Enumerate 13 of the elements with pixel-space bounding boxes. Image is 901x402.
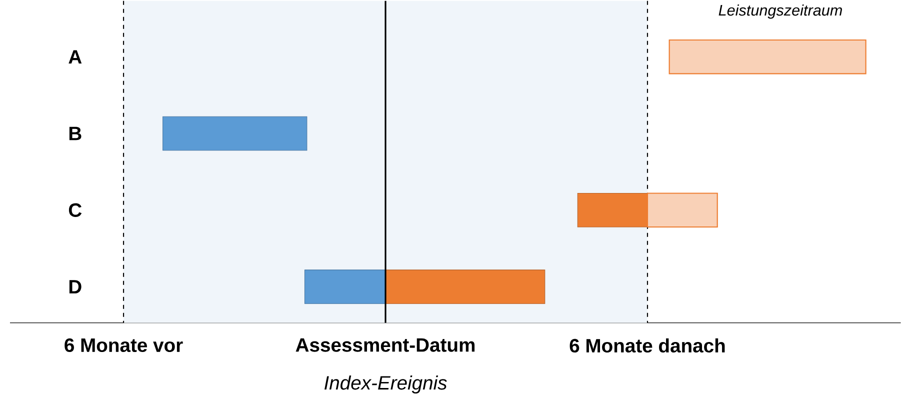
bar xyxy=(385,270,546,304)
bar xyxy=(304,270,386,304)
x-tick-label: 6 Monate vor xyxy=(64,338,183,352)
x-tick-label: Assessment-Datum xyxy=(296,338,475,352)
bar xyxy=(162,116,308,151)
bar xyxy=(668,40,866,74)
ref-line-label: Index-Ereignis xyxy=(324,376,447,394)
y-tick-label: B xyxy=(69,126,82,140)
y-tick-label: C xyxy=(68,203,82,218)
y-tick-label: A xyxy=(68,50,82,64)
annotation: Leistungszeitraum xyxy=(718,4,842,19)
y-tick-label: D xyxy=(69,280,82,294)
x-tick-label: 6 Monate danach xyxy=(570,338,725,353)
